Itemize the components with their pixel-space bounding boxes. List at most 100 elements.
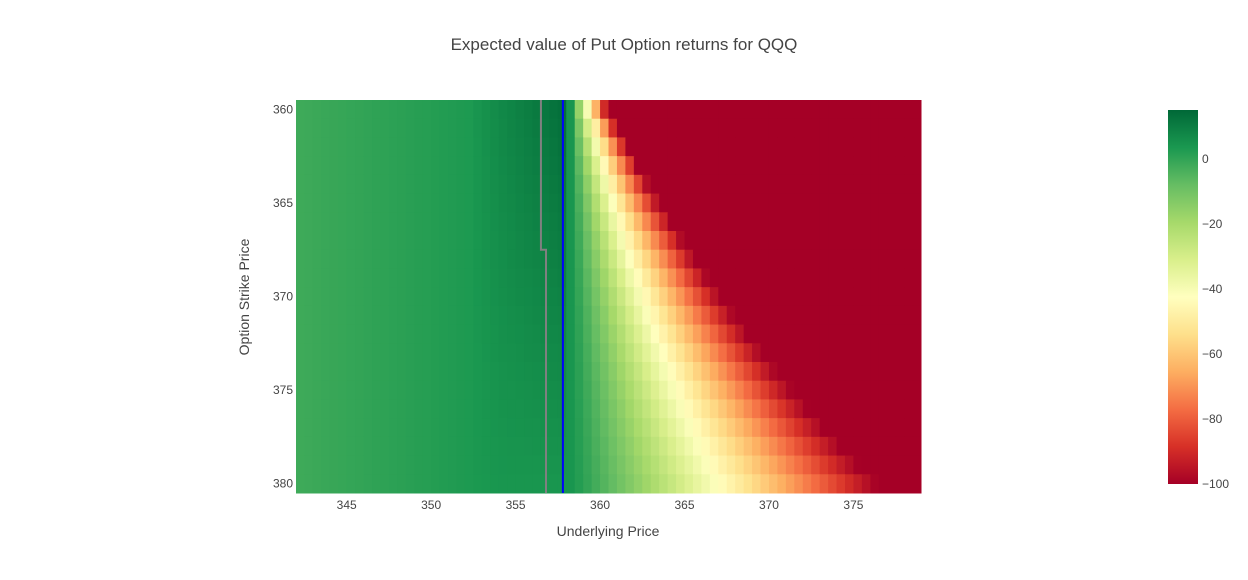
- heatmap-cell: [625, 418, 635, 438]
- heatmap-cell: [887, 305, 897, 326]
- heatmap-cell: [904, 249, 914, 269]
- heatmap-cell: [701, 436, 711, 457]
- heatmap-cell: [811, 474, 821, 494]
- heatmap-cell: [414, 399, 424, 419]
- heatmap-cell: [380, 455, 390, 475]
- heatmap-cell: [473, 156, 483, 176]
- heatmap-cell: [346, 287, 356, 307]
- heatmap-cell: [380, 287, 390, 307]
- heatmap-cell: [912, 212, 922, 232]
- heatmap-cell: [625, 287, 635, 307]
- heatmap-cell: [811, 118, 821, 138]
- heatmap-cell: [591, 343, 601, 363]
- heatmap-cell: [676, 343, 686, 363]
- heatmap-cell: [777, 455, 787, 475]
- heatmap-cell: [684, 380, 694, 400]
- heatmap-cell: [777, 418, 787, 438]
- heatmap-cell: [490, 174, 500, 195]
- heatmap-cell: [498, 305, 508, 326]
- heatmap-cell: [397, 100, 407, 120]
- heatmap-cell: [422, 156, 432, 176]
- heatmap-cell: [439, 156, 449, 176]
- heatmap-cell: [853, 305, 863, 326]
- heatmap-cell: [338, 249, 348, 269]
- heatmap-cell: [878, 399, 888, 419]
- heatmap-cell: [422, 305, 432, 326]
- heatmap-cell: [684, 231, 694, 251]
- heatmap-cell: [439, 174, 449, 195]
- heatmap-cell: [388, 231, 398, 251]
- heatmap-cell: [515, 324, 525, 344]
- heatmap-cell: [701, 268, 711, 288]
- heatmap-cell: [549, 474, 559, 494]
- heatmap-cell: [752, 380, 762, 400]
- heatmap-cell: [777, 268, 787, 288]
- heatmap-cell: [709, 118, 719, 138]
- heatmap-cell: [836, 268, 846, 288]
- heatmap-cell: [397, 249, 407, 269]
- heatmap-cell: [709, 231, 719, 251]
- heatmap-cell: [591, 305, 601, 326]
- heatmap-cell: [414, 305, 424, 326]
- heatmap-cell: [490, 343, 500, 363]
- heatmap-cell: [405, 287, 415, 307]
- heatmap-cell: [836, 118, 846, 138]
- heatmap-cell: [600, 100, 609, 120]
- heatmap-cell: [574, 174, 584, 195]
- heatmap-cell: [321, 436, 331, 457]
- heatmap-cell: [524, 100, 533, 120]
- heatmap-cell: [650, 100, 660, 120]
- heatmap-cell: [633, 362, 643, 382]
- heatmap-cell: [583, 231, 593, 251]
- heatmap-cell: [312, 231, 322, 251]
- heatmap-cell: [887, 137, 897, 157]
- heatmap-cell: [388, 305, 398, 326]
- heatmap-cell: [828, 231, 838, 251]
- heatmap-cell: [743, 287, 753, 307]
- heatmap-cell: [372, 305, 381, 326]
- heatmap-cell: [895, 212, 905, 232]
- heatmap-cell: [321, 305, 331, 326]
- heatmap-cell: [363, 268, 373, 288]
- heatmap-cell: [456, 231, 466, 251]
- heatmap-cell: [464, 474, 474, 494]
- heatmap-cell: [633, 324, 643, 344]
- heatmap-cell: [904, 305, 914, 326]
- heatmap-cell: [431, 137, 441, 157]
- heatmap-cell: [346, 455, 356, 475]
- heatmap-cell: [768, 362, 778, 382]
- heatmap-cell: [676, 249, 686, 269]
- heatmap-cell: [709, 100, 719, 120]
- heatmap-cell: [507, 399, 517, 419]
- heatmap-cell: [785, 174, 795, 195]
- heatmap-cell: [811, 100, 821, 120]
- heatmap-cell: [861, 380, 871, 400]
- heatmap-cell: [785, 193, 795, 213]
- heatmap-cell: [743, 231, 753, 251]
- heatmap-cell: [870, 156, 880, 176]
- heatmap-cell: [312, 249, 322, 269]
- heatmap-cell: [760, 137, 770, 157]
- heatmap-cell: [853, 343, 863, 363]
- heatmap-cell: [431, 249, 441, 269]
- heatmap-cell: [735, 118, 745, 138]
- heatmap-cell: [853, 324, 863, 344]
- heatmap-cell: [498, 380, 508, 400]
- heatmap-cell: [828, 249, 838, 269]
- heatmap-cell: [507, 137, 517, 157]
- heatmap-cell: [524, 436, 533, 457]
- heatmap-cell: [684, 343, 694, 363]
- heatmap-cell: [397, 305, 407, 326]
- heatmap-cell: [481, 137, 491, 157]
- heatmap-cell: [600, 268, 609, 288]
- heatmap-cell: [692, 174, 702, 195]
- heatmap-cell: [895, 287, 905, 307]
- heatmap-cell: [912, 455, 922, 475]
- heatmap-cell: [802, 362, 812, 382]
- heatmap-cell: [676, 324, 686, 344]
- heatmap-cell: [490, 118, 500, 138]
- heatmap-cell: [329, 174, 339, 195]
- heatmap-cell: [566, 249, 576, 269]
- heatmap-cell: [828, 418, 838, 438]
- heatmap-cell: [743, 455, 753, 475]
